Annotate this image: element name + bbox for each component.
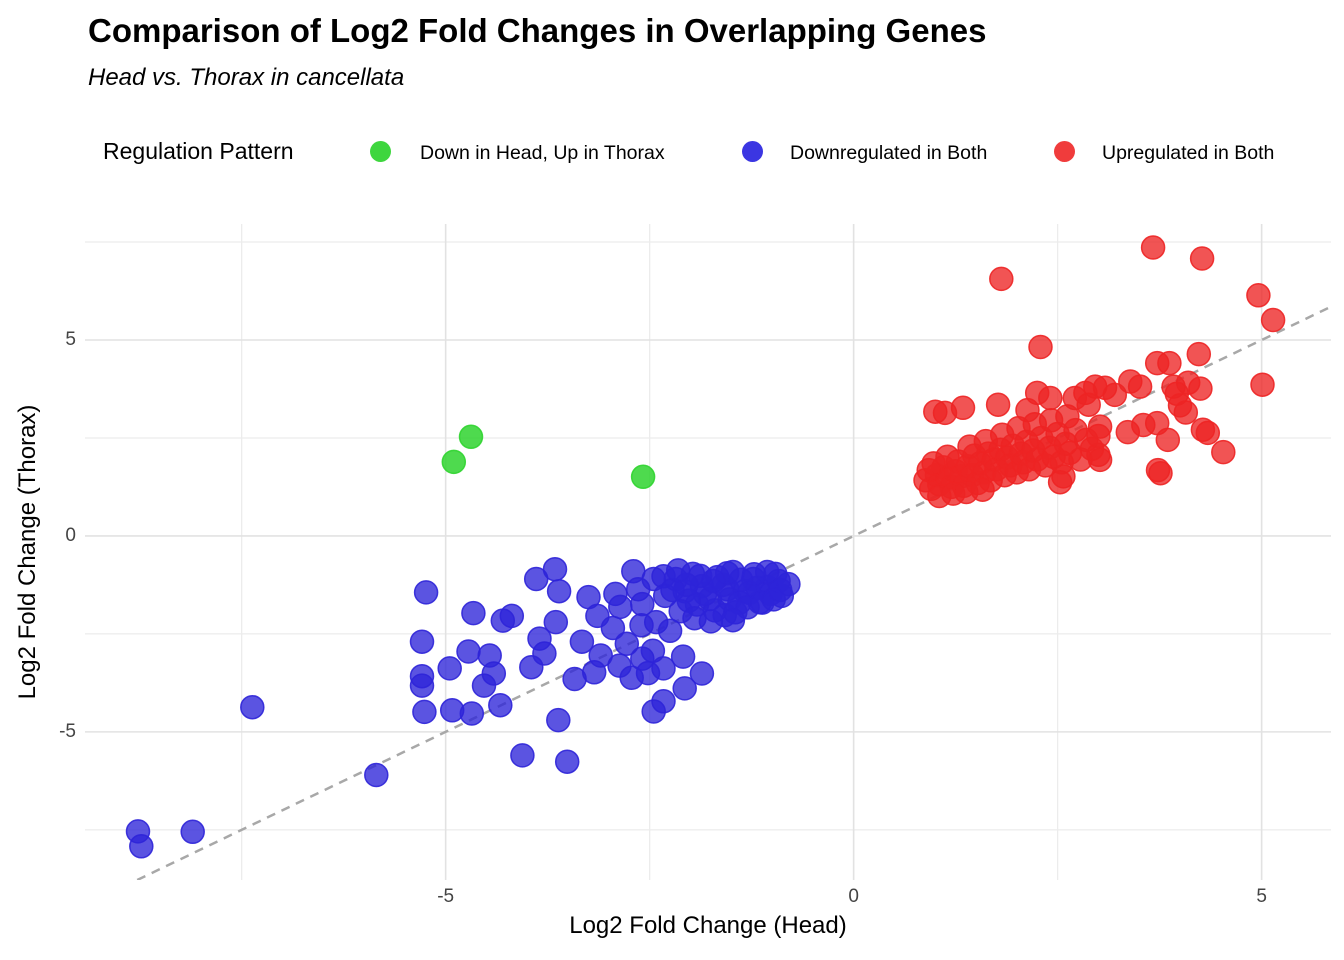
data-point-blue: [519, 654, 544, 680]
data-point-blue: [635, 660, 661, 686]
legend-item-upregulated-both: Upregulated in Both: [1102, 142, 1275, 164]
data-point-blue: [651, 689, 676, 714]
data-point-blue: [689, 661, 715, 686]
data-point-blue: [629, 613, 654, 638]
data-point-blue: [409, 629, 435, 654]
data-point-blue: [608, 594, 633, 620]
data-point-red: [1038, 385, 1063, 411]
x-tick-label: -5: [437, 886, 455, 907]
legend-item-down-head-up-thorax: Down in Head, Up in Thorax: [420, 142, 665, 164]
data-point-red: [1186, 341, 1212, 367]
data-point-blue: [665, 558, 691, 583]
data-point-red: [1086, 423, 1111, 449]
data-point-red: [1055, 404, 1080, 429]
data-point-blue: [456, 639, 481, 664]
data-point-blue: [767, 577, 793, 603]
data-point-blue: [510, 743, 535, 768]
data-point-red: [1076, 392, 1101, 417]
data-point-red: [1173, 400, 1199, 425]
x-tick-label: 5: [1256, 886, 1267, 907]
data-point-blue: [569, 629, 595, 654]
data-point-blue: [554, 749, 580, 774]
data-point-blue: [488, 692, 513, 718]
data-point-blue: [614, 631, 640, 656]
data-point-red: [950, 395, 976, 421]
data-point-blue: [413, 580, 439, 605]
y-tick-label: -5: [59, 720, 76, 742]
data-point-red: [923, 399, 948, 424]
data-point-red: [1115, 419, 1141, 445]
data-point-red: [1260, 307, 1286, 333]
data-point-red: [1140, 235, 1166, 260]
data-point-red: [1127, 374, 1153, 399]
data-point-red: [1189, 246, 1215, 271]
data-point-blue: [581, 660, 607, 685]
scatter-plot: [85, 224, 1331, 880]
data-point-red: [1157, 350, 1182, 376]
data-point-red: [989, 266, 1014, 292]
data-point-blue: [461, 600, 486, 626]
data-point-red: [1250, 372, 1275, 397]
data-point-red: [1028, 334, 1053, 360]
data-point-red: [1102, 382, 1128, 408]
data-point-blue: [720, 607, 746, 633]
data-point-blue: [180, 819, 205, 845]
x-tick-label: 0: [848, 886, 859, 907]
data-point-blue: [542, 556, 568, 582]
data-point-red: [1195, 420, 1221, 446]
data-point-red: [1155, 427, 1181, 453]
data-point-red: [927, 483, 952, 509]
data-point-red: [1246, 283, 1271, 308]
data-point-blue: [240, 694, 265, 720]
data-point-green: [458, 424, 484, 450]
y-tick-label: 5: [65, 328, 76, 350]
legend: Regulation Pattern Down in Head, Up in T…: [0, 134, 1344, 174]
data-point-red: [970, 477, 995, 502]
data-point-blue: [546, 578, 572, 604]
y-tick-label: 0: [65, 524, 76, 546]
data-point-red: [1145, 457, 1171, 483]
data-point-green: [630, 464, 656, 490]
data-point-blue: [499, 603, 525, 629]
data-point-blue: [543, 609, 569, 635]
legend-dot-blue-icon: [742, 141, 763, 162]
data-point-blue: [600, 615, 626, 641]
chart-title: Comparison of Log2 Fold Changes in Overl…: [88, 12, 987, 49]
y-axis-title: Log2 Fold Change (Thorax): [14, 404, 41, 700]
legend-item-downregulated-both: Downregulated in Both: [790, 142, 988, 164]
plot-panel: [85, 224, 1331, 880]
data-point-red: [1211, 439, 1236, 465]
x-axis-title: Log2 Fold Change (Head): [569, 912, 847, 939]
legend-dot-green-icon: [370, 141, 391, 162]
data-point-blue: [364, 762, 389, 788]
data-point-blue: [657, 618, 683, 644]
data-point-blue: [670, 644, 696, 669]
data-point-red: [921, 451, 946, 476]
data-point-blue: [546, 707, 571, 733]
data-point-blue: [481, 661, 507, 686]
data-point-blue: [437, 656, 462, 681]
data-point-red: [985, 392, 1011, 417]
data-point-blue: [672, 676, 697, 701]
chart-subtitle: Head vs. Thorax in cancellata: [88, 64, 405, 91]
data-point-blue: [459, 701, 485, 726]
data-point-blue: [412, 699, 437, 725]
legend-dot-red-icon: [1054, 141, 1075, 162]
data-point-blue: [409, 663, 435, 689]
legend-title: Regulation Pattern: [103, 138, 294, 164]
data-point-blue: [129, 834, 154, 859]
data-point-green: [441, 449, 467, 475]
